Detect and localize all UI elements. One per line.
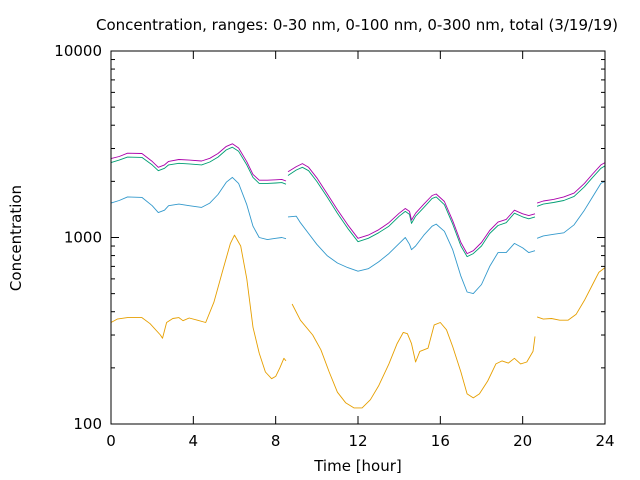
series-4-line-segment (287, 163, 536, 255)
y-tick-label: 100 (73, 415, 102, 433)
plot-frame (110, 50, 606, 425)
x-tick-label: 0 (106, 432, 116, 450)
series-2-line-segment (287, 215, 536, 295)
x-tick-label: 20 (513, 432, 532, 450)
y-tick-label: 10000 (54, 42, 102, 60)
series-3-line-segment (287, 166, 536, 258)
series-2-line-segment (110, 176, 287, 241)
x-axis-label: Time [hour] (313, 457, 402, 475)
x-tick-label: 12 (348, 432, 367, 450)
x-tick-label: 16 (431, 432, 450, 450)
series-3-line-segment (536, 165, 606, 207)
series-2-line-segment (536, 180, 606, 239)
x-tick-label: 24 (595, 432, 614, 450)
series-layer (110, 143, 606, 409)
series-3-line-segment (110, 146, 287, 185)
series-4-line-segment (536, 162, 606, 204)
x-tick-label: 8 (271, 432, 281, 450)
series-4-line-segment (110, 143, 287, 182)
series-1-line-segment (291, 303, 536, 409)
axis-layer: 100 1000 10000 0 4 8 12 16 20 24 (54, 42, 614, 450)
y-axis-label: Concentration (7, 185, 25, 291)
series-1-line-segment (110, 234, 287, 380)
series-1-line-segment (536, 267, 606, 321)
y-tick-label: 1000 (64, 229, 102, 247)
chart-title: Concentration, ranges: 0-30 nm, 0-100 nm… (96, 16, 618, 34)
x-tick-label: 4 (189, 432, 199, 450)
